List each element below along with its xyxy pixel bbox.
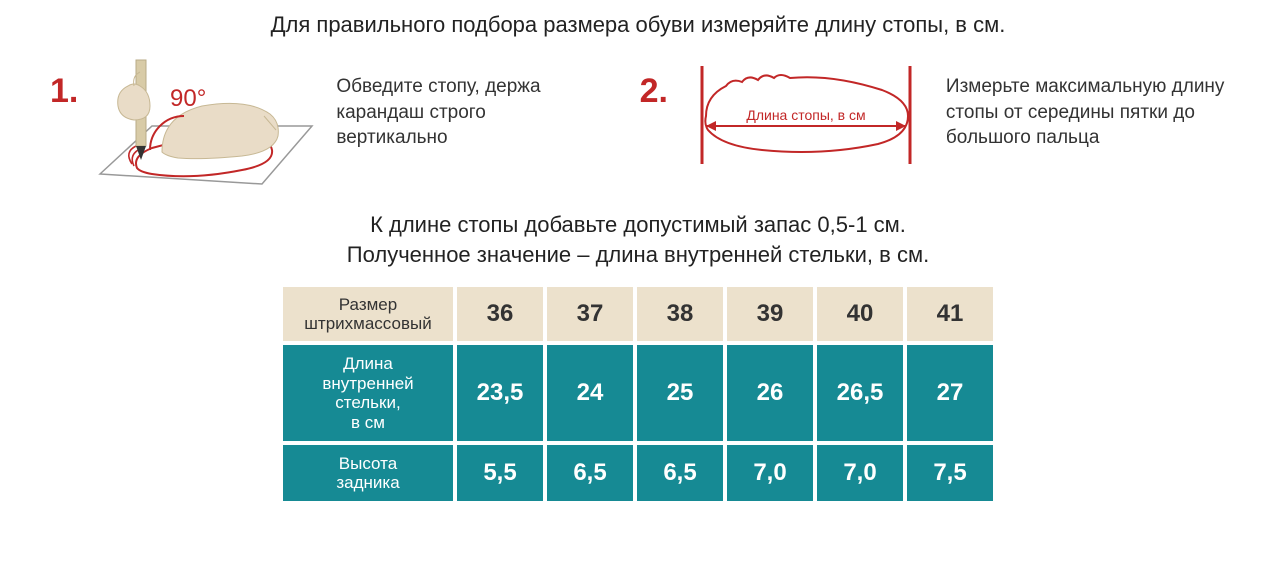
insole-37: 24 bbox=[547, 345, 633, 441]
table-row-insole: Длинавнутреннейстельки,в см 23,5 24 25 2… bbox=[283, 345, 993, 441]
heel-36: 5,5 bbox=[457, 445, 543, 501]
heel-40: 7,0 bbox=[817, 445, 903, 501]
page-title: Для правильного подбора размера обуви из… bbox=[40, 12, 1236, 38]
angle-label: 90° bbox=[170, 85, 206, 112]
table-row-heel: Высотазадника 5,5 6,5 6,5 7,0 7,0 7,5 bbox=[283, 445, 993, 501]
size-39: 39 bbox=[727, 287, 813, 341]
foot-length-label: Длина стопы, в см bbox=[746, 107, 865, 123]
size-40: 40 bbox=[817, 287, 903, 341]
step-2-illustration: Длина стопы, в см bbox=[682, 56, 932, 176]
insole-40: 26,5 bbox=[817, 345, 903, 441]
insole-38: 25 bbox=[637, 345, 723, 441]
size-36: 36 bbox=[457, 287, 543, 341]
step-2-text: Измерьте максимальную длину стопы от сер… bbox=[946, 56, 1226, 151]
subtitle-line-1: К длине стопы добавьте допустимый запас … bbox=[370, 212, 906, 237]
subtitle-line-2: Полученное значение – длина внутренней с… bbox=[347, 242, 929, 267]
heel-row-label: Высотазадника bbox=[283, 445, 453, 501]
size-38: 38 bbox=[637, 287, 723, 341]
insole-41: 27 bbox=[907, 345, 993, 441]
size-41: 41 bbox=[907, 287, 993, 341]
insole-39: 26 bbox=[727, 345, 813, 441]
heel-38: 6,5 bbox=[637, 445, 723, 501]
step-1-illustration: 90° bbox=[92, 56, 322, 196]
steps-row: 1. bbox=[40, 56, 1236, 196]
step-2: 2. Длина стопы, в см Измерьте максимальн… bbox=[640, 56, 1226, 176]
step-1-number: 1. bbox=[50, 56, 78, 108]
size-37: 37 bbox=[547, 287, 633, 341]
table-row-header: Размерштрихмассовый 36 37 38 39 40 41 bbox=[283, 287, 993, 341]
size-table: Размерштрихмассовый 36 37 38 39 40 41 Дл… bbox=[279, 283, 997, 505]
insole-row-label: Длинавнутреннейстельки,в см bbox=[283, 345, 453, 441]
step-2-number: 2. bbox=[640, 56, 668, 108]
size-row-label: Размерштрихмассовый bbox=[283, 287, 453, 341]
step-1-text: Обведите стопу, держа карандаш строго ве… bbox=[336, 56, 599, 151]
heel-41: 7,5 bbox=[907, 445, 993, 501]
step-1: 1. bbox=[50, 56, 600, 196]
heel-37: 6,5 bbox=[547, 445, 633, 501]
subtitle: К длине стопы добавьте допустимый запас … bbox=[40, 210, 1236, 269]
insole-36: 23,5 bbox=[457, 345, 543, 441]
heel-39: 7,0 bbox=[727, 445, 813, 501]
